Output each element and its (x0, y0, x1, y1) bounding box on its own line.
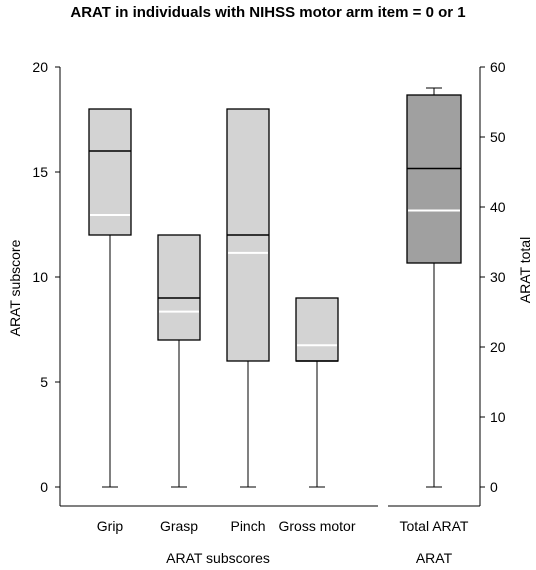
iqr-box (406, 94, 462, 264)
box-grasp (157, 234, 201, 488)
right-y-tick-label: 30 (490, 269, 506, 285)
box-pinch (226, 108, 270, 488)
left-y-tick-label: 0 (40, 479, 48, 495)
left-y-ticks: 0 5 10 15 20 (32, 59, 60, 495)
right-y-tick-label: 20 (490, 339, 506, 355)
box-gross-motor (295, 297, 339, 488)
left-y-tick-label: 15 (32, 164, 48, 180)
right-y-tick-label: 50 (490, 129, 506, 145)
left-box-group (88, 108, 339, 488)
left-x-axis-label: ARAT subscores (166, 550, 270, 566)
box-grip (88, 108, 132, 488)
left-y-tick-label: 20 (32, 59, 48, 75)
category-labels: Grip Grasp Pinch Gross motor Total ARAT (97, 518, 469, 534)
left-y-tick-label: 10 (32, 269, 48, 285)
right-y-tick-label: 0 (490, 479, 498, 495)
right-y-axis-label: ARAT total (517, 237, 533, 303)
right-y-tick-label: 10 (490, 409, 506, 425)
right-box-group (406, 87, 462, 488)
category-label: Grasp (160, 518, 198, 534)
iqr-box (88, 108, 132, 236)
right-y-tick-label: 40 (490, 199, 506, 215)
left-y-axis-label: ARAT subscore (7, 239, 23, 336)
left-y-tick-label: 5 (40, 374, 48, 390)
iqr-box (157, 234, 201, 341)
category-label: Pinch (230, 518, 265, 534)
right-y-ticks: 0 10 20 30 40 50 60 (480, 59, 506, 495)
iqr-box (295, 297, 339, 362)
category-label: Grip (97, 518, 124, 534)
right-y-tick-label: 60 (490, 59, 506, 75)
box-total-arat (406, 87, 462, 488)
category-label: Total ARAT (400, 518, 469, 534)
right-x-axis-label: ARAT (416, 550, 453, 566)
category-label: Gross motor (278, 518, 355, 534)
chart-title: ARAT in individuals with NIHSS motor arm… (70, 4, 465, 21)
